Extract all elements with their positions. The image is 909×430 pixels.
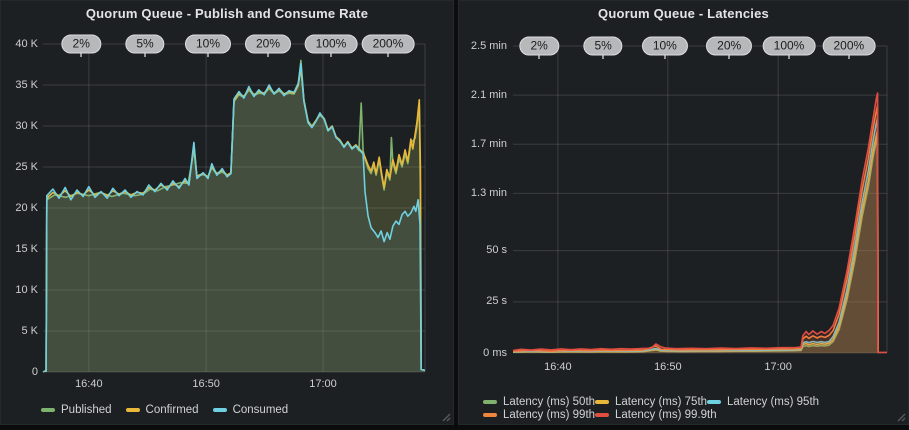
annotation-pill-2pct[interactable]: 2%: [519, 36, 559, 56]
y-axis-label: 10 K: [15, 283, 38, 296]
panel-title[interactable]: Quorum Queue - Latencies: [598, 6, 769, 21]
legend-swatch: [483, 412, 497, 417]
annotation-tick: [330, 52, 333, 57]
legend-item[interactable]: Latency (ms) 99.9th: [595, 408, 717, 421]
y-axis-label: 1.3 min: [470, 186, 507, 199]
series-fill: [513, 105, 878, 354]
legend-label: Latency (ms) 95th: [727, 395, 820, 408]
annotation-tick: [847, 54, 850, 59]
y-axis-label: 2.1 min: [470, 88, 507, 101]
y-axis-label: 25 K: [15, 160, 38, 173]
y-axis-label: 50 s: [486, 244, 507, 257]
x-axis-label: 16:50: [192, 378, 220, 390]
legend-swatch: [212, 407, 227, 412]
annotation-pill-5pct[interactable]: 5%: [125, 34, 165, 54]
legend-swatch: [707, 399, 721, 404]
series-line: [42, 62, 426, 373]
y-axis-label: 0: [31, 365, 38, 378]
series-fill: [43, 63, 425, 372]
annotation-tick: [207, 52, 210, 57]
y-axis-label: 2.5 min: [470, 39, 507, 52]
y-axis-label: 15 K: [15, 242, 38, 255]
legend-item[interactable]: Latency (ms) 95th: [707, 395, 819, 408]
y-axis-label: 1.7 min: [470, 137, 507, 150]
x-axis-label: 16:40: [75, 378, 103, 390]
annotation-tick: [663, 54, 666, 59]
legend-label: Consumed: [232, 403, 289, 416]
annotation-pill-10pct[interactable]: 10%: [641, 36, 688, 56]
legend-label: Latency (ms) 50th: [503, 395, 596, 408]
series-fill: [513, 129, 878, 353]
legend-label: Latency (ms) 99th: [503, 408, 596, 421]
x-axis-label: 16:50: [654, 361, 682, 373]
series-line: [512, 129, 879, 353]
annotation-pill-2pct[interactable]: 2%: [61, 34, 101, 54]
chart-canvas[interactable]: [1, 1, 455, 426]
annotation-tick: [143, 52, 146, 57]
y-axis-label: 30 K: [15, 119, 38, 132]
legend-item[interactable]: Latency (ms) 99th: [483, 408, 595, 421]
x-axis-label: 17:00: [764, 361, 792, 373]
legend-swatch: [125, 407, 140, 412]
y-axis-label: 20 K: [15, 201, 38, 214]
annotation-pill-100pct[interactable]: 100%: [304, 34, 358, 54]
series-fill: [513, 117, 878, 353]
legend-item[interactable]: Consumed: [212, 403, 289, 416]
legend-label: Confirmed: [145, 403, 199, 416]
series-line: [512, 92, 887, 354]
legend-item[interactable]: Confirmed: [125, 403, 199, 416]
y-axis-label: 25 s: [486, 295, 507, 308]
x-axis-label: 16:40: [544, 361, 572, 373]
y-axis-label: 5 K: [21, 324, 38, 337]
legend-item[interactable]: Latency (ms) 75th: [595, 395, 707, 408]
annotation-pill-20pct[interactable]: 20%: [706, 36, 753, 56]
panel-resize-handle[interactable]: [442, 413, 451, 422]
panel-latencies: Quorum Queue - Latencies 2.5 min 2.1 min 1…: [458, 0, 909, 425]
annotation-pill-20pct[interactable]: 20%: [244, 34, 291, 54]
annotation-tick: [538, 54, 541, 59]
y-axis-label: 0 ms: [483, 346, 507, 359]
annotation-pill-100pct[interactable]: 100%: [762, 36, 816, 56]
series-line: [512, 116, 879, 353]
panel-publish-consume-rate: Quorum Queue - Publish and Consume Rate …: [0, 0, 454, 425]
series-line: [512, 135, 879, 353]
annotation-pill-5pct[interactable]: 5%: [583, 36, 623, 56]
panel-resize-handle[interactable]: [897, 413, 906, 422]
series-fill: [46, 68, 425, 372]
panel-title[interactable]: Quorum Queue - Publish and Consume Rate: [85, 6, 369, 21]
series-fill: [46, 60, 425, 373]
legend: Published Confirmed Consumed: [41, 403, 302, 416]
legend-item[interactable]: Latency (ms) 50th: [483, 395, 595, 408]
annotation-pill-200pct[interactable]: 200%: [822, 36, 876, 56]
legend-label: Published: [61, 403, 112, 416]
annotation-tick: [788, 54, 790, 59]
legend-swatch: [483, 399, 497, 404]
series-fill: [513, 136, 878, 353]
legend-swatch: [41, 407, 55, 412]
legend-item[interactable]: Published: [41, 403, 112, 416]
legend-swatch: [595, 412, 609, 417]
legend-label: Latency (ms) 75th: [615, 395, 708, 408]
y-axis-label: 40 K: [15, 37, 38, 50]
annotation-tick: [602, 54, 605, 59]
legend-label: Latency (ms) 99.9th: [615, 408, 717, 421]
legend-swatch: [595, 399, 609, 404]
annotation-tick: [80, 52, 83, 57]
series-fill: [513, 93, 887, 353]
annotation-tick: [728, 54, 731, 59]
chart-canvas[interactable]: [459, 1, 909, 426]
annotation-tick: [266, 52, 269, 57]
annotation-tick: [386, 52, 389, 57]
y-axis-label: 35 K: [15, 78, 38, 91]
annotation-pill-10pct[interactable]: 10%: [185, 34, 232, 54]
annotation-pill-200pct[interactable]: 200%: [361, 34, 415, 54]
series-line: [512, 104, 879, 353]
legend: Latency (ms) 50th Latency (ms) 75th Latenc…: [483, 395, 819, 421]
x-axis-label: 17:00: [309, 378, 337, 390]
